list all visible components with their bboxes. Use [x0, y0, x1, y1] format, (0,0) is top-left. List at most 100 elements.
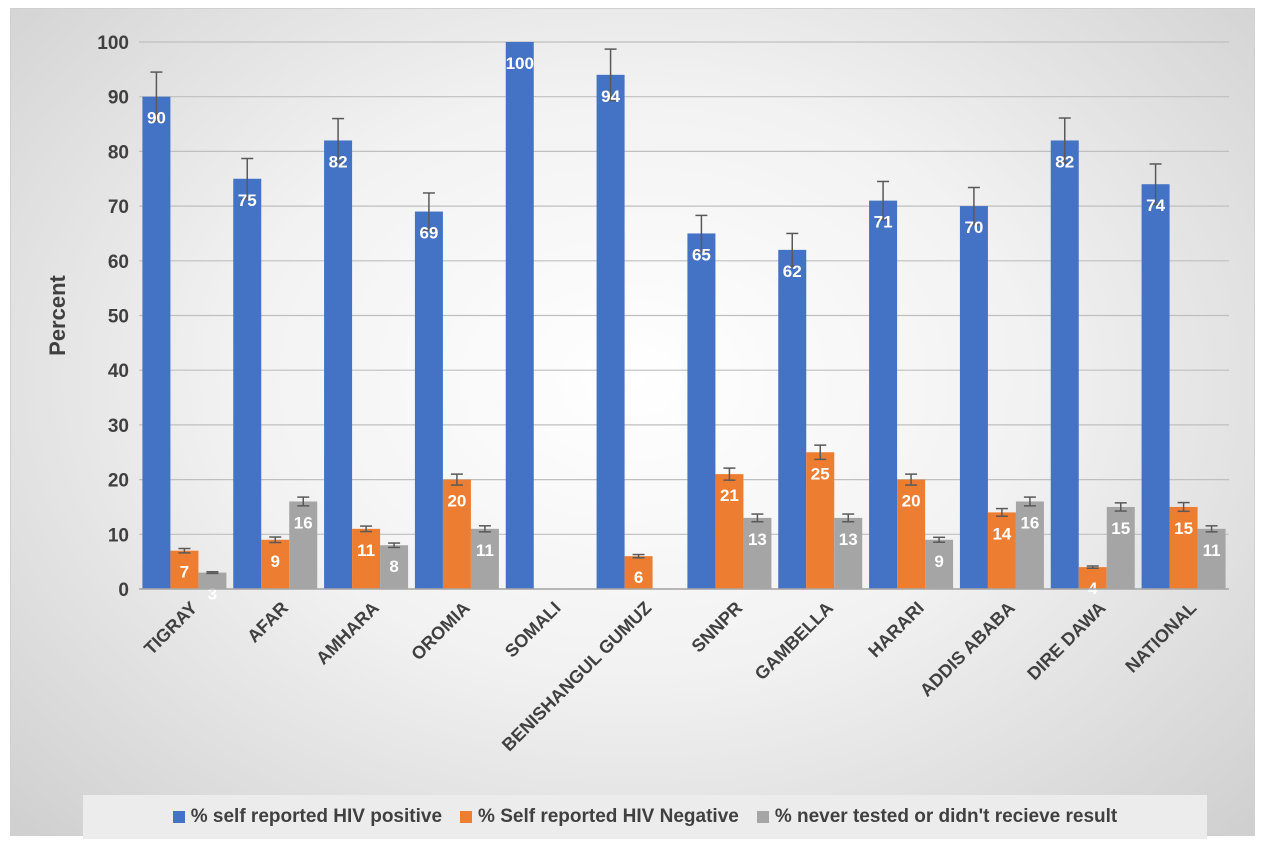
- y-tick-label: 90: [108, 88, 129, 109]
- data-label: 9: [271, 552, 280, 571]
- data-label: 94: [601, 87, 620, 106]
- legend-label: % self reported HIV positive: [190, 806, 443, 827]
- bar: [1078, 567, 1107, 589]
- data-label: 14: [992, 524, 1011, 543]
- data-label: 69: [419, 224, 438, 243]
- bar: [505, 42, 534, 589]
- data-label: 62: [783, 262, 802, 281]
- bar: [869, 200, 898, 589]
- bar: [380, 545, 409, 589]
- category-label: HARARI: [864, 598, 928, 662]
- data-label: 100: [506, 54, 534, 73]
- data-label: 13: [748, 530, 767, 549]
- y-tick-label: 80: [108, 142, 129, 163]
- data-label: 3: [208, 585, 217, 604]
- bar: [959, 206, 988, 589]
- data-label: 13: [839, 530, 858, 549]
- bar: [1106, 506, 1135, 589]
- data-label: 21: [720, 486, 739, 505]
- data-label: 16: [294, 513, 313, 532]
- data-label: 8: [389, 557, 398, 576]
- legend-item: % self reported HIV positive: [172, 806, 443, 828]
- data-label: 9: [934, 552, 943, 571]
- bar: [261, 539, 290, 589]
- y-tick-label: 100: [97, 33, 129, 54]
- y-tick-label: 60: [108, 252, 129, 273]
- bar: [142, 96, 171, 589]
- data-label: 15: [1111, 519, 1130, 538]
- bar: [715, 474, 744, 589]
- data-label: 11: [357, 541, 375, 560]
- y-tick-label: 20: [108, 471, 129, 492]
- y-tick-label: 70: [108, 197, 129, 218]
- category-label: AMHARA: [312, 598, 383, 669]
- data-label: 20: [447, 492, 466, 511]
- category-label: GAMBELLA: [751, 598, 837, 684]
- bar: [1197, 528, 1226, 589]
- y-tick-label: 10: [108, 525, 129, 546]
- bar: [624, 556, 653, 589]
- legend-swatch: [460, 811, 473, 823]
- data-label: 16: [1020, 513, 1039, 532]
- category-label: NATIONAL: [1121, 598, 1200, 677]
- legend: % self reported HIV positive % Self repor…: [83, 795, 1207, 839]
- data-label: 11: [476, 541, 494, 560]
- y-tick-label: 0: [118, 580, 129, 601]
- y-axis-title: Percent: [45, 274, 70, 355]
- category-label: ADDIS ABABA: [916, 598, 1019, 701]
- bar: [324, 140, 353, 589]
- category-label: AFAR: [243, 598, 292, 647]
- bar: [198, 572, 227, 589]
- data-label: 6: [634, 568, 643, 587]
- bar: [897, 479, 926, 589]
- bar: [925, 539, 954, 589]
- data-label: 20: [902, 492, 921, 511]
- data-label: 25: [811, 464, 830, 483]
- chart-frame: 0 10 20 30 40 50 60 70 80 90 100 Percent 90 75 82 69 100…: [10, 8, 1255, 839]
- legend-label: % Self reported HIV Negative: [478, 806, 739, 827]
- bar: [442, 479, 471, 589]
- data-label: 74: [1146, 196, 1165, 215]
- category-label: DIRE DAWA: [1023, 598, 1109, 684]
- bar: [414, 211, 443, 589]
- bar: [233, 178, 262, 589]
- legend-swatch: [756, 811, 769, 823]
- bar: [1169, 506, 1198, 589]
- bar-chart: 0102030405060708090100Percent90758269100…: [45, 33, 1229, 755]
- data-label: 75: [238, 191, 257, 210]
- data-label: 65: [692, 245, 711, 264]
- bar: [470, 528, 499, 589]
- legend-swatch: [172, 811, 185, 823]
- bar: [170, 550, 199, 589]
- data-label: 70: [964, 218, 983, 237]
- bar: [1141, 184, 1170, 589]
- bar: [289, 501, 318, 589]
- bar: [987, 512, 1016, 589]
- data-label: 82: [1055, 152, 1074, 171]
- category-label: OROMIA: [407, 598, 473, 664]
- legend-item: % never tested or didn't recieve result: [756, 806, 1118, 828]
- data-label: 11: [1203, 541, 1221, 560]
- bar: [834, 517, 863, 589]
- bar: [1050, 140, 1079, 589]
- bar: [687, 233, 716, 589]
- legend-item: % Self reported HIV Negative: [460, 806, 739, 828]
- bar: [1015, 501, 1044, 589]
- data-label: 82: [329, 152, 348, 171]
- legend-label: % never tested or didn't recieve result: [774, 806, 1118, 827]
- bar: [743, 517, 772, 589]
- bar: [596, 74, 625, 589]
- category-label: SNNPR: [688, 598, 747, 657]
- data-label: 15: [1174, 519, 1193, 538]
- bar: [806, 452, 835, 589]
- category-label: SOMALI: [501, 598, 565, 662]
- bar: [352, 528, 381, 589]
- category-label: BENISHANGUL GUMUZ: [498, 598, 655, 755]
- y-tick-label: 30: [108, 416, 129, 437]
- data-label: 7: [180, 563, 189, 582]
- data-label: 90: [147, 109, 166, 128]
- data-label: 71: [874, 213, 893, 232]
- bar: [778, 249, 807, 590]
- y-tick-label: 50: [108, 307, 129, 328]
- y-tick-label: 40: [108, 361, 129, 382]
